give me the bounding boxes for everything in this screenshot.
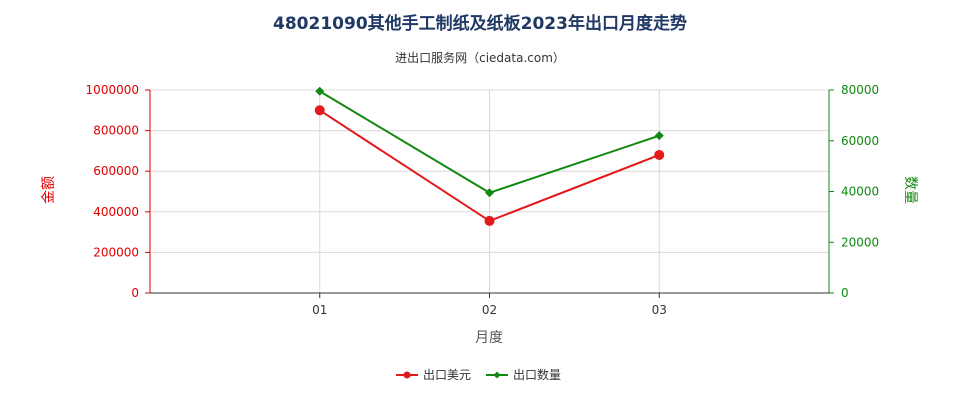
data-point [484, 215, 495, 226]
data-point [485, 188, 494, 198]
y-tick-label-left: 200000 [93, 245, 139, 259]
y-tick-label-left: 1000000 [86, 83, 139, 97]
y-axis-right-label: 数量 [902, 176, 918, 204]
y-axis-left-label: 金额 [41, 176, 57, 204]
data-point [315, 86, 325, 96]
y-tick-label-right: 20000 [841, 235, 879, 249]
series [314, 86, 665, 226]
chart-title: 48021090其他手工制纸及纸板2023年出口月度走势 [273, 13, 687, 34]
data-point [654, 131, 664, 141]
data-point [314, 105, 325, 116]
legend: 出口美元 出口数量 [396, 367, 561, 382]
legend-label: 出口数量 [513, 367, 561, 382]
y-tick-label-left: 800000 [93, 124, 139, 138]
y-tick-label-right: 40000 [841, 185, 879, 199]
legend-marker [403, 371, 411, 379]
y-tick-label-left: 0 [131, 286, 139, 300]
y-tick-label-left: 400000 [93, 205, 139, 219]
y-tick-label-right: 80000 [841, 83, 879, 97]
tick-labels: 0 200000 400000 600000 800000 1000000 0 20000 40… [86, 83, 880, 317]
x-axis-label: 月度 [475, 330, 503, 346]
data-point [654, 149, 665, 160]
x-tick-label: 01 [312, 303, 327, 317]
legend-marker [493, 371, 501, 379]
legend-label: 出口美元 [423, 368, 471, 382]
x-tick-label: 02 [482, 303, 497, 317]
y-tick-label-left: 600000 [93, 164, 139, 178]
chart-subtitle: 进出口服务网（ciedata.com） [395, 50, 565, 65]
x-tick-label: 03 [652, 303, 667, 317]
y-tick-label-right: 0 [841, 286, 849, 300]
y-tick-label-right: 60000 [841, 134, 879, 148]
